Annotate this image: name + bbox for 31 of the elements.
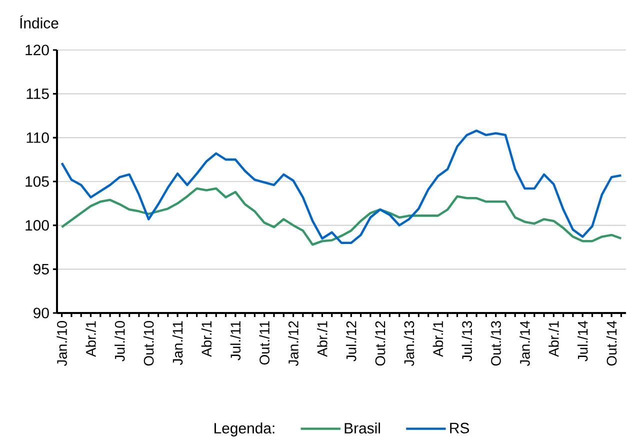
x-tick-label: Jul./14 — [577, 320, 588, 362]
y-tick-label: 95 — [34, 264, 49, 274]
y-tick-label: 105 — [26, 176, 49, 187]
legend-label: Brasil — [344, 422, 380, 434]
x-tick-label: Out./13 — [490, 321, 501, 366]
y-tick-label: 115 — [26, 88, 49, 100]
y-tick-label: 110 — [26, 132, 49, 143]
y-axis-title: Índice — [20, 15, 58, 28]
legend-label: RS — [450, 422, 469, 434]
x-tick-label: Jan./10 — [56, 321, 67, 366]
legend-title: Legenda: — [214, 422, 274, 436]
y-tick-label: 90 — [34, 308, 49, 318]
x-tick-label: Out./14 — [606, 320, 617, 366]
x-tick-label: Abr./1 — [548, 321, 559, 357]
y-tick-label: 120 — [26, 44, 49, 56]
x-tick-label: Out./11 — [259, 321, 270, 365]
x-tick-label: Jul./13 — [462, 321, 472, 362]
x-tick-label: Abr./1 — [432, 321, 444, 357]
x-tick-label: Jan./13 — [404, 321, 414, 366]
y-tick-label: 100 — [26, 220, 49, 231]
x-tick-label: Jan./12 — [288, 321, 298, 366]
x-tick-label: Abr./1 — [86, 321, 96, 357]
x-tick-label: Jul./11 — [230, 321, 241, 360]
x-tick-label: Abr./1 — [201, 321, 212, 357]
x-tick-label: Jul./12 — [346, 321, 356, 362]
x-tick-label: Out./10 — [143, 321, 154, 366]
x-tick-label: Jan./14 — [520, 320, 530, 366]
x-tick-label: Abr./1 — [317, 321, 328, 357]
x-tick-label: Out./12 — [374, 321, 386, 366]
x-tick-label: Jan./11 — [172, 321, 183, 366]
x-tick-label: Jul./10 — [114, 321, 125, 362]
